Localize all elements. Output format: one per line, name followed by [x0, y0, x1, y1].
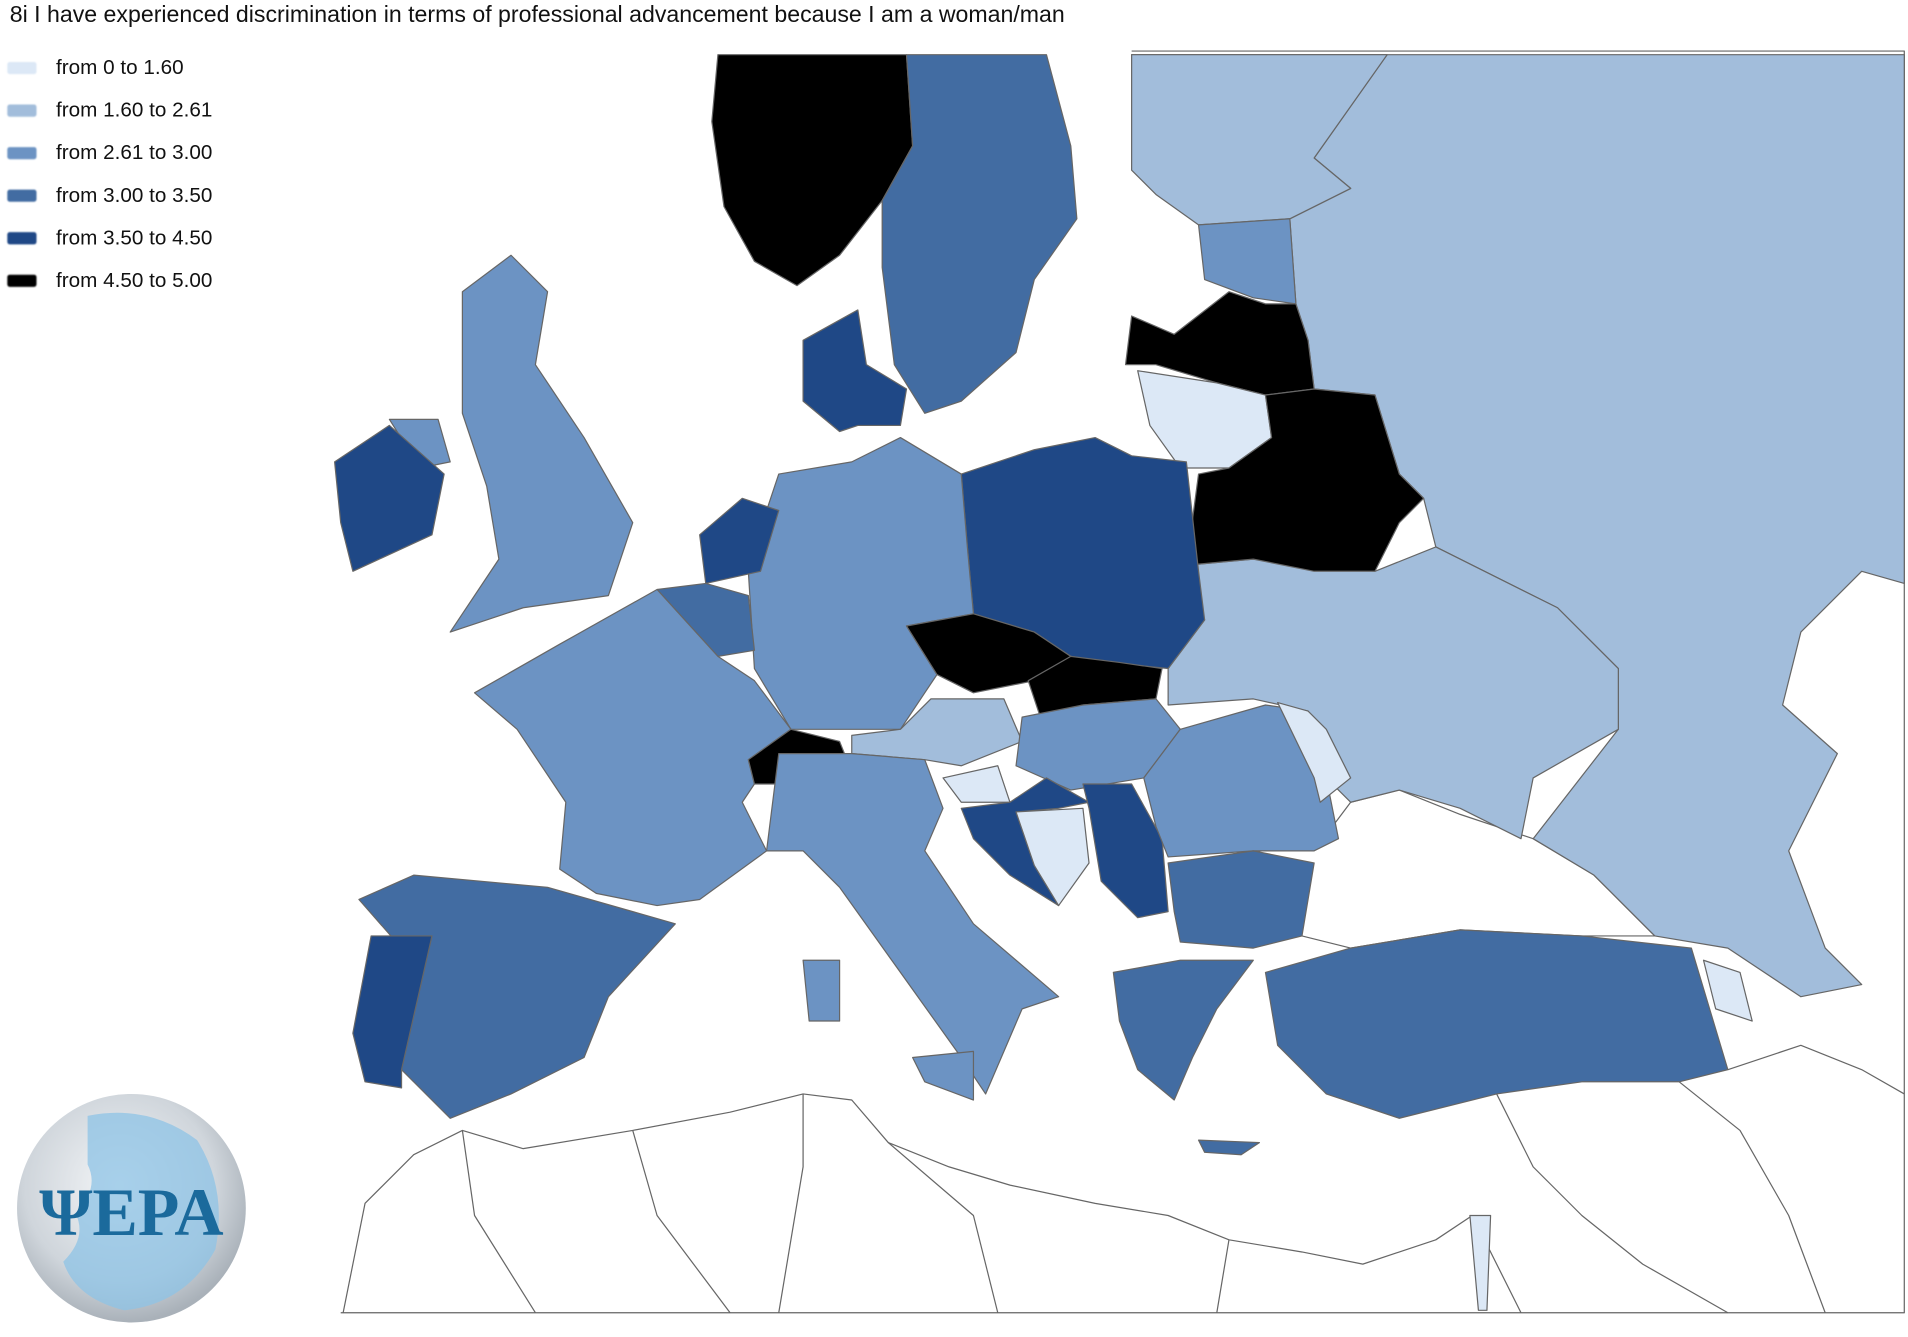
legend-label: from 1.60 to 2.61: [55, 97, 213, 121]
region-estonia: [1197, 218, 1297, 305]
africa-borders: [461, 1093, 1522, 1314]
region-italy: [911, 1050, 975, 1101]
region-cyprus: [1197, 1139, 1260, 1156]
region-ireland: [334, 424, 445, 572]
legend-label: from 2.61 to 3.00: [55, 140, 213, 164]
legend-label: from 4.50 to 5.00: [55, 268, 213, 292]
region-georgia-armenia: [1702, 959, 1753, 1022]
region-italy: [802, 959, 841, 1022]
region-netherlands: [699, 497, 780, 585]
region-united-kingdom: [449, 254, 634, 633]
north-africa-coast: [342, 1093, 1473, 1313]
region-belarus: [1185, 388, 1425, 572]
region-bosnia: [1015, 807, 1090, 907]
epa-logo: ΨEPA: [17, 1093, 246, 1323]
region-france: [473, 588, 792, 907]
europe-silhouette: [63, 1112, 219, 1311]
region-sweden: [881, 54, 1078, 414]
region-serbia: [1082, 783, 1169, 919]
region-italy: [765, 753, 1060, 1095]
region-ukraine: [1167, 546, 1619, 840]
legend-item: from 1.60 to 2.61: [7, 89, 212, 132]
region-greece: [1112, 959, 1254, 1101]
map-title: 8i I have experienced discrimination in …: [9, 2, 1065, 28]
legend-item: from 4.50 to 5.00: [7, 259, 212, 302]
legend-swatch: [7, 189, 37, 202]
region-israel: [1469, 1214, 1492, 1311]
legend: from 0 to 1.60 from 1.60 to 2.61 from 2.61…: [7, 46, 212, 301]
region-bulgaria: [1167, 850, 1315, 949]
legend-item: from 2.61 to 3.00: [7, 131, 212, 174]
region-romania: [1143, 704, 1340, 858]
region-germany: [747, 436, 975, 730]
legend-item: from 0 to 1.60: [7, 46, 212, 89]
region-latvia: [1124, 291, 1315, 396]
region-slovenia: [942, 765, 1011, 803]
middle-east-borders: [1496, 1044, 1905, 1314]
legend-item: from 3.00 to 3.50: [7, 174, 212, 217]
legend-label: from 3.50 to 4.50: [55, 225, 213, 249]
legend-swatch: [7, 61, 37, 74]
legend-swatch: [7, 231, 37, 244]
legend-label: from 0 to 1.60: [55, 55, 184, 79]
region-portugal: [352, 935, 433, 1089]
region-denmark: [802, 309, 908, 433]
no-data-outlines: [340, 50, 1905, 1314]
region-turkey: [1264, 929, 1729, 1119]
legend-label: from 3.00 to 3.50: [55, 182, 213, 207]
logo-text: ΨEPA: [39, 1174, 223, 1250]
region-moldova: [1277, 701, 1352, 803]
legend-swatch: [7, 274, 37, 287]
map-frame: [340, 50, 1905, 1314]
legend-item: from 3.50 to 4.50: [7, 216, 212, 259]
legend-swatch: [7, 103, 37, 117]
legend-swatch: [7, 146, 37, 159]
